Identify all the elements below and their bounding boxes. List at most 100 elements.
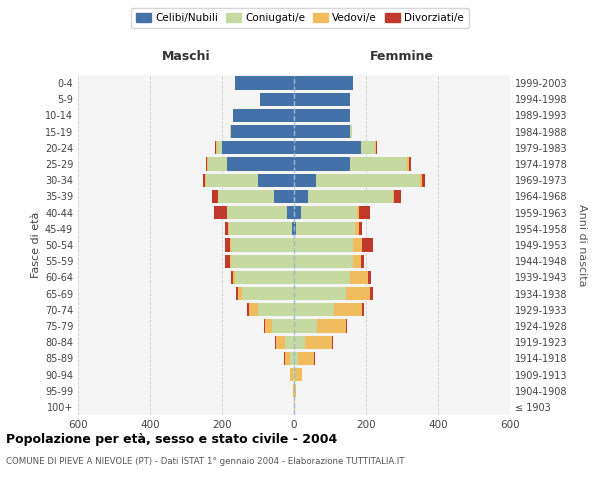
Bar: [332, 336, 333, 349]
Bar: [294, 287, 346, 300]
Bar: [294, 76, 353, 90]
Bar: [422, 174, 425, 187]
Bar: [233, 270, 235, 284]
Bar: [275, 336, 276, 349]
Bar: [293, 384, 294, 398]
Bar: [294, 238, 353, 252]
Bar: [375, 141, 376, 154]
Bar: [294, 352, 298, 365]
Bar: [217, 141, 222, 154]
Bar: [361, 254, 364, 268]
Bar: [298, 352, 314, 365]
Bar: [290, 368, 293, 381]
Bar: [295, 368, 302, 381]
Bar: [317, 320, 346, 332]
Bar: [265, 320, 272, 332]
Bar: [368, 270, 371, 284]
Bar: [407, 158, 409, 170]
Bar: [290, 352, 294, 365]
Bar: [294, 303, 334, 316]
Bar: [230, 238, 231, 252]
Bar: [208, 158, 227, 170]
Bar: [409, 158, 411, 170]
Bar: [294, 125, 350, 138]
Bar: [296, 222, 355, 235]
Bar: [216, 141, 217, 154]
Bar: [350, 158, 407, 170]
Bar: [235, 270, 294, 284]
Bar: [362, 238, 373, 252]
Bar: [393, 190, 394, 203]
Bar: [203, 174, 205, 187]
Bar: [242, 287, 294, 300]
Bar: [215, 141, 216, 154]
Bar: [394, 190, 401, 203]
Bar: [316, 174, 420, 187]
Bar: [350, 125, 352, 138]
Bar: [294, 206, 301, 220]
Y-axis label: Anni di nascita: Anni di nascita: [577, 204, 587, 286]
Bar: [285, 336, 294, 349]
Bar: [236, 287, 238, 300]
Bar: [224, 254, 230, 268]
Bar: [294, 92, 350, 106]
Bar: [294, 400, 295, 413]
Bar: [274, 190, 294, 203]
Bar: [225, 222, 229, 235]
Bar: [350, 270, 368, 284]
Text: COMUNE DI PIEVE A NIEVOLE (PT) - Dati ISTAT 1° gennaio 2004 - Elaborazione TUTTI: COMUNE DI PIEVE A NIEVOLE (PT) - Dati IS…: [6, 457, 404, 466]
Bar: [294, 368, 295, 381]
Bar: [294, 174, 316, 187]
Bar: [224, 238, 230, 252]
Bar: [218, 190, 274, 203]
Bar: [260, 92, 294, 106]
Bar: [258, 174, 294, 187]
Bar: [284, 352, 285, 365]
Bar: [361, 141, 375, 154]
Bar: [285, 352, 290, 365]
Bar: [231, 270, 233, 284]
Legend: Celibi/Nubili, Coniugati/e, Vedovi/e, Divorziati/e: Celibi/Nubili, Coniugati/e, Vedovi/e, Di…: [131, 8, 469, 28]
Bar: [238, 287, 242, 300]
Bar: [249, 303, 258, 316]
Bar: [294, 384, 296, 398]
Bar: [294, 336, 305, 349]
Bar: [206, 158, 207, 170]
Bar: [346, 320, 347, 332]
Bar: [355, 222, 359, 235]
Bar: [376, 141, 377, 154]
Bar: [235, 76, 294, 90]
Bar: [247, 303, 249, 316]
Bar: [230, 125, 231, 138]
Text: Femmine: Femmine: [370, 50, 434, 63]
Bar: [353, 254, 361, 268]
Bar: [231, 254, 294, 268]
Bar: [230, 254, 231, 268]
Bar: [353, 238, 362, 252]
Bar: [207, 158, 208, 170]
Bar: [214, 206, 227, 220]
Bar: [205, 174, 206, 187]
Bar: [222, 141, 294, 154]
Bar: [294, 254, 353, 268]
Bar: [227, 206, 287, 220]
Bar: [301, 206, 357, 220]
Bar: [359, 206, 370, 220]
Bar: [420, 174, 422, 187]
Bar: [287, 206, 294, 220]
Bar: [294, 320, 317, 332]
Bar: [212, 190, 218, 203]
Bar: [370, 287, 373, 300]
Bar: [359, 222, 362, 235]
Text: Popolazione per età, sesso e stato civile - 2004: Popolazione per età, sesso e stato civil…: [6, 432, 337, 446]
Y-axis label: Fasce di età: Fasce di età: [31, 212, 41, 278]
Bar: [206, 174, 258, 187]
Bar: [294, 190, 308, 203]
Bar: [276, 336, 285, 349]
Bar: [294, 270, 350, 284]
Bar: [362, 303, 364, 316]
Bar: [308, 190, 393, 203]
Text: Maschi: Maschi: [161, 50, 211, 63]
Bar: [229, 222, 292, 235]
Bar: [227, 158, 294, 170]
